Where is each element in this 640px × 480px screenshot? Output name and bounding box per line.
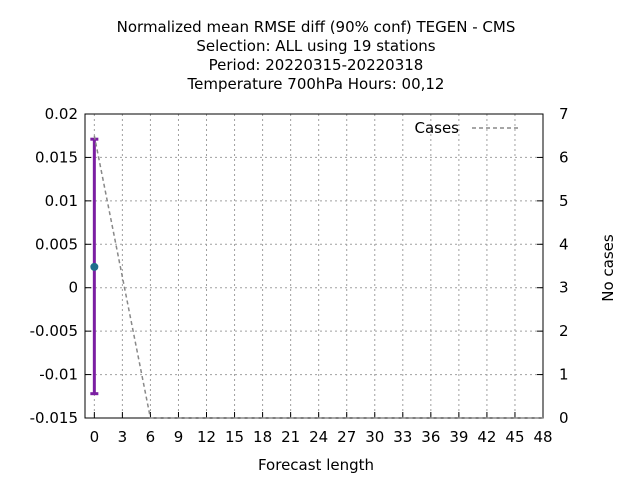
x-tick-label: 33 bbox=[393, 428, 412, 446]
x-tick-label: 21 bbox=[281, 428, 300, 446]
x-tick-label: 42 bbox=[477, 428, 496, 446]
x-tick-label: 12 bbox=[197, 428, 216, 446]
cases-line bbox=[93, 135, 543, 419]
x-tick-label: 15 bbox=[225, 428, 244, 446]
y2-tick-label: 3 bbox=[559, 279, 569, 297]
x-axis: 0 3 6 9 12 15 18 21 24 27 30 33 36 39 42 45 48 bbox=[90, 412, 553, 446]
y2-axis-label: No cases bbox=[599, 234, 617, 302]
y2-axis: 0 1 2 3 4 5 6 7 bbox=[537, 105, 569, 427]
title-line: Period: 20220315-20220318 bbox=[209, 56, 424, 74]
y-tick-label: 0.01 bbox=[45, 192, 78, 210]
y2-tick-label: 6 bbox=[559, 148, 569, 166]
title-line: Selection: ALL using 19 stations bbox=[196, 37, 435, 55]
x-tick-label: 39 bbox=[449, 428, 468, 446]
y-axis: 0.02 0.015 0.01 0.005 0 -0.005 -0.01 -0.015 bbox=[30, 105, 91, 427]
x-axis-label: Forecast length bbox=[258, 456, 374, 474]
y-tick-label: 0.02 bbox=[45, 105, 78, 123]
title-line: Temperature 700hPa Hours: 00,12 bbox=[187, 75, 445, 93]
x-tick-label: 6 bbox=[146, 428, 156, 446]
title-line: Normalized mean RMSE diff (90% conf) TEG… bbox=[117, 18, 516, 36]
x-tick-label: 18 bbox=[253, 428, 272, 446]
series bbox=[90, 135, 543, 419]
y-tick-label: -0.005 bbox=[30, 322, 78, 340]
y2-tick-label: 0 bbox=[559, 409, 569, 427]
y-tick-label: 0.005 bbox=[35, 235, 78, 253]
grid bbox=[85, 113, 544, 419]
legend-label: Cases bbox=[414, 119, 459, 137]
data-point bbox=[90, 262, 99, 271]
chart-title: Normalized mean RMSE diff (90% conf) TEG… bbox=[117, 18, 516, 93]
x-tick-label: 48 bbox=[533, 428, 552, 446]
x-tick-label: 27 bbox=[337, 428, 356, 446]
y-tick-label: 0.015 bbox=[35, 148, 78, 166]
x-tick-label: 9 bbox=[174, 428, 184, 446]
plot-frame bbox=[84, 113, 544, 419]
y2-tick-label: 5 bbox=[559, 192, 569, 210]
y2-tick-label: 2 bbox=[559, 322, 569, 340]
x-tick-label: 36 bbox=[421, 428, 440, 446]
x-tick-label: 0 bbox=[90, 428, 100, 446]
x-tick-label: 24 bbox=[309, 428, 328, 446]
legend: Cases bbox=[414, 119, 518, 137]
y2-tick-label: 1 bbox=[559, 366, 569, 384]
y2-tick-label: 7 bbox=[559, 105, 569, 123]
x-tick-label: 45 bbox=[505, 428, 524, 446]
y-tick-label: 0 bbox=[68, 279, 78, 297]
y-tick-label: -0.01 bbox=[39, 366, 78, 384]
y2-tick-label: 4 bbox=[559, 235, 569, 253]
x-tick-label: 3 bbox=[118, 428, 128, 446]
y-tick-label: -0.015 bbox=[30, 409, 78, 427]
x-tick-label: 30 bbox=[365, 428, 384, 446]
